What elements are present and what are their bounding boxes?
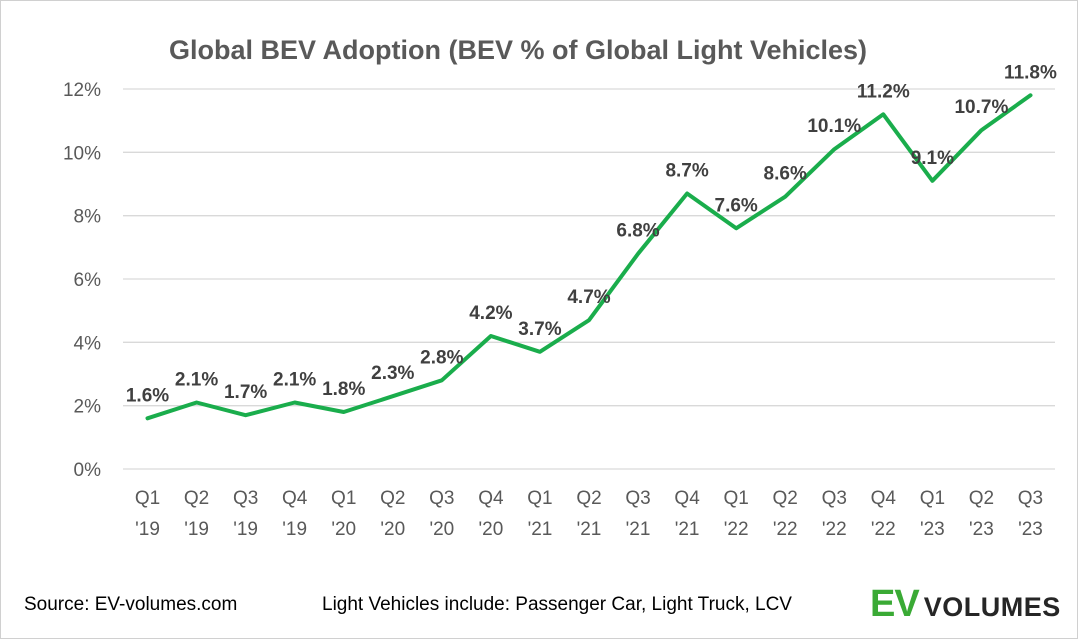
x-tick-label: Q1'19 [135,488,160,540]
light-vehicle-definition-note: Light Vehicles include: Passenger Car, L… [322,594,792,615]
x-tick-quarter: Q2 [576,488,601,509]
x-tick-quarter: Q1 [135,488,160,509]
chart-title: Global BEV Adoption (BEV % of Global Lig… [169,35,867,65]
x-tick-year: '23 [920,519,945,540]
x-tick-label: Q3'23 [1018,488,1043,540]
x-tick-quarter: Q4 [871,488,897,509]
x-tick-quarter: Q1 [331,488,356,509]
x-tick-quarter: Q2 [773,488,798,509]
x-tick-quarter: Q1 [527,488,552,509]
ev-volumes-logo: EV VOLUMES [870,583,1061,626]
x-tick-quarter: Q2 [184,488,209,509]
y-tick-label: 2% [74,397,102,418]
data-label: 1.7% [224,382,267,403]
x-tick-quarter: Q1 [723,488,748,509]
x-tick-year: '23 [1018,519,1043,540]
data-label: 6.8% [616,221,659,242]
x-tick-label: Q3'20 [429,488,454,540]
x-tick-year: '19 [233,519,258,540]
x-tick-year: '19 [184,519,209,540]
x-tick-quarter: Q4 [478,488,504,509]
x-tick-year: '23 [969,519,994,540]
x-tick-year: '19 [282,519,307,540]
data-label: 1.8% [322,379,365,400]
x-tick-quarter: Q3 [1018,488,1043,509]
x-tick-label: Q3'21 [625,488,650,540]
x-tick-quarter: Q4 [282,488,308,509]
logo-volumes-text: VOLUMES [923,592,1061,622]
y-tick-label: 10% [63,143,101,164]
x-tick-quarter: Q3 [822,488,847,509]
y-tick-label: 0% [74,460,102,481]
x-tick-quarter: Q2 [380,488,405,509]
x-tick-label: Q4'19 [282,488,308,540]
x-tick-quarter: Q3 [233,488,258,509]
x-tick-year: '21 [577,519,602,540]
x-tick-quarter: Q3 [429,488,454,509]
x-tick-year: '22 [724,519,749,540]
y-tick-label: 4% [74,333,102,354]
x-tick-label: Q2'20 [380,488,405,540]
y-tick-label: 6% [74,270,102,291]
x-tick-year: '20 [331,519,356,540]
x-tick-quarter: Q4 [674,488,700,509]
x-tick-year: '20 [479,519,504,540]
x-tick-label: Q4'22 [871,488,897,540]
data-label: 4.2% [469,303,512,324]
x-tick-label: Q1'23 [920,488,945,540]
y-tick-label: 8% [74,207,102,228]
data-label: 3.7% [518,319,561,340]
data-label: 10.7% [954,97,1008,118]
x-tick-label: Q2'19 [184,488,209,540]
data-label: 9.1% [911,148,954,169]
data-label: 2.8% [420,347,463,368]
x-tick-year: '21 [675,519,700,540]
data-label: 4.7% [567,287,610,308]
x-tick-year: '19 [135,519,160,540]
x-tick-label: Q2'21 [576,488,601,540]
x-tick-year: '21 [528,519,553,540]
x-tick-quarter: Q1 [920,488,945,509]
data-label: 8.7% [665,161,708,182]
x-tick-quarter: Q3 [625,488,650,509]
x-tick-label: Q2'23 [969,488,994,540]
logo-ev-text: EV [870,583,920,625]
x-tick-year: '20 [429,519,454,540]
x-tick-year: '20 [380,519,405,540]
x-tick-year: '22 [773,519,798,540]
data-label: 8.6% [764,164,807,185]
x-tick-quarter: Q2 [969,488,994,509]
y-axis-tick-labels: 0% 2% 4% 6% 8% 10% 12% [63,80,101,481]
data-labels: 1.6% 2.1% 1.7% 2.1% 1.8% 2.3% 2.8% 4.2% 3.7% 4.7%… [126,62,1057,406]
bev-share-series [145,93,1033,421]
x-tick-label: Q3'19 [233,488,258,540]
data-label: 11.2% [857,81,910,102]
source-note: Source: EV-volumes.com [24,594,238,615]
data-label: 1.6% [126,385,169,406]
x-tick-label: Q2'22 [773,488,798,540]
x-tick-label: Q1'22 [723,488,748,540]
data-label: 10.1% [807,116,861,137]
data-label: 2.3% [371,363,414,384]
y-tick-label: 12% [63,80,101,101]
series-line [145,93,1033,421]
x-tick-year: '22 [871,519,896,540]
x-tick-label: Q4'21 [674,488,700,540]
data-label: 2.1% [175,370,218,391]
data-label: 11.8% [1004,62,1057,83]
x-tick-label: Q1'20 [331,488,356,540]
x-tick-label: Q3'22 [822,488,847,540]
x-tick-year: '21 [626,519,651,540]
x-tick-label: Q1'21 [527,488,552,540]
x-axis-tick-labels: Q1'19Q2'19Q3'19Q4'19Q1'20Q2'20Q3'20Q4'20… [135,488,1043,540]
x-tick-label: Q4'20 [478,488,504,540]
data-label: 7.6% [715,195,758,216]
x-tick-year: '22 [822,519,847,540]
data-label: 2.1% [273,370,316,391]
